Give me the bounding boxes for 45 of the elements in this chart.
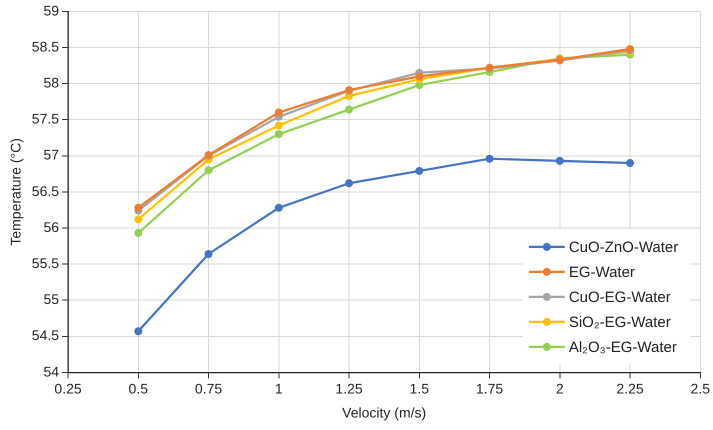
x-tick-label: 2.25 (616, 380, 644, 397)
point (345, 179, 354, 188)
point (415, 72, 424, 80)
point (415, 166, 424, 175)
point (486, 154, 494, 163)
point (274, 130, 283, 138)
y-tick-label: 59 (43, 2, 60, 18)
y-tick-label: 58.5 (32, 38, 60, 54)
point (345, 106, 354, 114)
y-tick-label: 56 (43, 218, 60, 235)
legend-label: CuO-EG-Water (568, 289, 671, 306)
y-tick-label: 55.5 (32, 254, 60, 271)
point (274, 108, 283, 116)
x-tick-label: 1.25 (335, 380, 363, 397)
y-tick-label: 56.5 (32, 182, 60, 199)
point (626, 159, 634, 168)
point (274, 121, 283, 130)
x-tick-label: 1.5 (410, 380, 430, 397)
legend-label: CuO-ZnO-Water (568, 239, 678, 256)
point (274, 204, 283, 212)
x-tick-label: 0.75 (194, 380, 222, 397)
x-axis-title: Velocity (m/s) (342, 404, 426, 420)
x-tick-label: 0.25 (54, 380, 82, 397)
point (134, 215, 142, 224)
legend-label: SiO₂-EG-Water (568, 314, 671, 332)
y-tick-label: 57.5 (32, 110, 60, 127)
point (556, 156, 564, 165)
point (134, 327, 142, 336)
point (134, 204, 142, 212)
point (204, 250, 213, 258)
x-tick-label: 2.5 (690, 380, 710, 397)
legend-label: Al₂O₃-EG-Water (568, 339, 677, 356)
x-tick-label: 1.75 (476, 380, 504, 397)
point (204, 166, 213, 174)
x-tick-label: 2 (556, 380, 564, 397)
y-tick-label: 54.5 (32, 327, 60, 344)
y-tick-label: 55 (43, 291, 60, 308)
x-tick-label: 1 (274, 380, 283, 397)
x-tick-label: 0.5 (128, 380, 148, 397)
legend-label: EG-Water (568, 264, 635, 282)
y-tick-label: 58 (43, 74, 60, 90)
y-tick-label: 54 (43, 363, 60, 380)
y-axis-title: Temperature (°C) (7, 138, 24, 246)
y-tick-label: 57 (43, 146, 60, 163)
point (134, 229, 142, 238)
